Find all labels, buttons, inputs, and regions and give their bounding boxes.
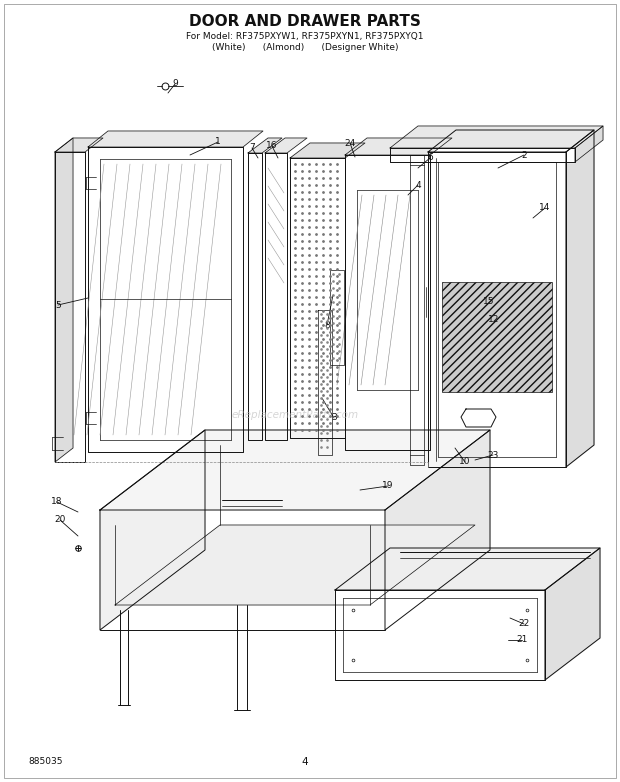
Text: 6: 6 <box>427 153 433 163</box>
Polygon shape <box>290 158 345 438</box>
Text: 23: 23 <box>487 450 498 460</box>
Text: 10: 10 <box>459 457 471 467</box>
Polygon shape <box>55 152 85 462</box>
Text: 24: 24 <box>344 138 356 148</box>
Text: 21: 21 <box>516 636 528 644</box>
Polygon shape <box>335 590 545 680</box>
Polygon shape <box>330 270 344 365</box>
Polygon shape <box>335 548 600 590</box>
Text: 18: 18 <box>51 497 63 507</box>
Text: 8: 8 <box>324 321 330 329</box>
Polygon shape <box>345 155 430 450</box>
Polygon shape <box>545 548 600 680</box>
Polygon shape <box>55 138 73 462</box>
Polygon shape <box>318 310 332 455</box>
Polygon shape <box>55 138 103 152</box>
Polygon shape <box>461 409 496 427</box>
Text: 4: 4 <box>302 757 308 767</box>
Text: 3: 3 <box>331 414 337 422</box>
Polygon shape <box>428 152 566 467</box>
Text: 14: 14 <box>539 203 551 213</box>
Text: 20: 20 <box>55 515 66 525</box>
Text: (White)      (Almond)      (Designer White): (White) (Almond) (Designer White) <box>212 44 398 52</box>
Polygon shape <box>566 130 594 467</box>
Polygon shape <box>88 147 243 452</box>
Polygon shape <box>265 138 307 153</box>
Text: 15: 15 <box>483 297 495 307</box>
Polygon shape <box>410 155 424 465</box>
Polygon shape <box>345 138 452 155</box>
Text: 1: 1 <box>215 138 221 146</box>
Text: 16: 16 <box>266 142 278 150</box>
Text: 12: 12 <box>489 315 500 325</box>
Polygon shape <box>115 525 475 605</box>
Polygon shape <box>248 138 282 153</box>
Polygon shape <box>248 153 262 440</box>
Polygon shape <box>100 430 205 630</box>
Text: 9: 9 <box>172 80 178 88</box>
Text: 22: 22 <box>518 619 529 629</box>
Text: eReplacementParts.com: eReplacementParts.com <box>231 410 358 420</box>
Polygon shape <box>575 126 603 162</box>
Text: 7: 7 <box>249 144 255 152</box>
Text: 5: 5 <box>55 300 61 310</box>
Polygon shape <box>390 126 603 148</box>
Text: 4: 4 <box>415 181 421 189</box>
Text: 2: 2 <box>521 150 527 160</box>
Polygon shape <box>428 130 594 152</box>
Text: 19: 19 <box>383 482 394 490</box>
Bar <box>442 282 552 392</box>
Polygon shape <box>290 143 365 158</box>
Text: For Model: RF375PXYW1, RF375PXYN1, RF375PXYQ1: For Model: RF375PXYW1, RF375PXYN1, RF375… <box>186 31 423 41</box>
Polygon shape <box>88 131 263 147</box>
Text: 885035: 885035 <box>28 758 63 766</box>
Polygon shape <box>265 153 287 440</box>
Polygon shape <box>100 430 490 510</box>
Text: DOOR AND DRAWER PARTS: DOOR AND DRAWER PARTS <box>189 15 421 30</box>
Polygon shape <box>385 430 490 630</box>
Polygon shape <box>390 148 575 162</box>
